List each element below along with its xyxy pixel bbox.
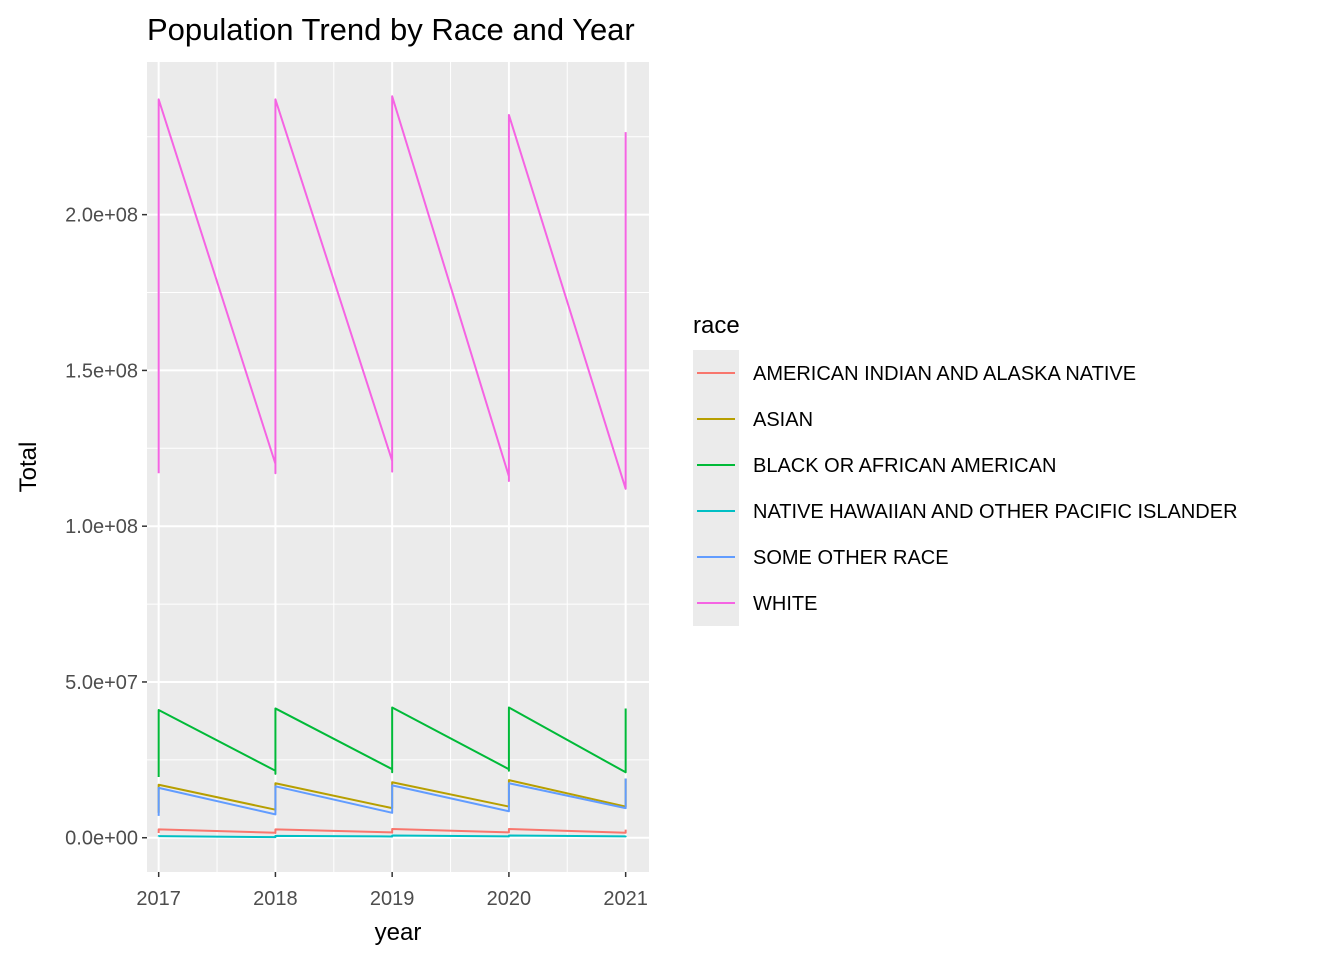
- legend-label: WHITE: [753, 593, 817, 615]
- series-line-some-other-race: [157, 778, 627, 816]
- series-line-native-hawaiian-and-other-pacific-islander: [157, 834, 627, 839]
- series-line-american-indian-and-alaska-native: [157, 828, 627, 835]
- legend-label: SOME OTHER RACE: [753, 547, 949, 569]
- minor-gridlines: [147, 62, 649, 872]
- y-tick-label: 1.0e+08: [65, 516, 138, 538]
- x-tick-label: 2019: [370, 888, 415, 910]
- x-tick-label: 2017: [136, 888, 181, 910]
- chart-title: Population Trend by Race and Year: [147, 12, 635, 47]
- legend-label: BLACK OR AFRICAN AMERICAN: [753, 455, 1056, 477]
- legend-label: ASIAN: [753, 409, 813, 431]
- y-axis-ticks: 0.0e+00 5.0e+07 1.0e+08 1.5e+08 2.0e+08: [65, 205, 147, 850]
- legend-label: NATIVE HAWAIIAN AND OTHER PACIFIC ISLAND…: [753, 501, 1238, 523]
- x-tick-label: 2021: [603, 888, 648, 910]
- y-tick-label: 2.0e+08: [65, 205, 138, 227]
- legend-title: race: [693, 312, 740, 339]
- y-axis-title: Total: [15, 442, 42, 493]
- y-tick-label: 1.5e+08: [65, 360, 138, 382]
- series-line-black-or-african-american: [157, 706, 627, 777]
- legend: race AMERICAN INDIAN AND ALASKA NATIVE AS…: [693, 312, 1238, 626]
- y-tick-label: 5.0e+07: [65, 672, 138, 694]
- legend-label: AMERICAN INDIAN AND ALASKA NATIVE: [753, 363, 1136, 385]
- legend-key-background: [693, 350, 739, 626]
- x-axis-ticks: 2017 2018 2019 2020 2021: [136, 872, 648, 910]
- plot-panel: [147, 62, 649, 872]
- x-tick-label: 2018: [253, 888, 298, 910]
- x-axis-title: year: [375, 919, 422, 946]
- legend-items: AMERICAN INDIAN AND ALASKA NATIVE ASIAN BL…: [693, 350, 1238, 626]
- x-tick-label: 2020: [487, 888, 532, 910]
- y-tick-label: 0.0e+00: [65, 828, 138, 850]
- series-lines: [157, 95, 627, 839]
- series-line-white: [157, 95, 627, 490]
